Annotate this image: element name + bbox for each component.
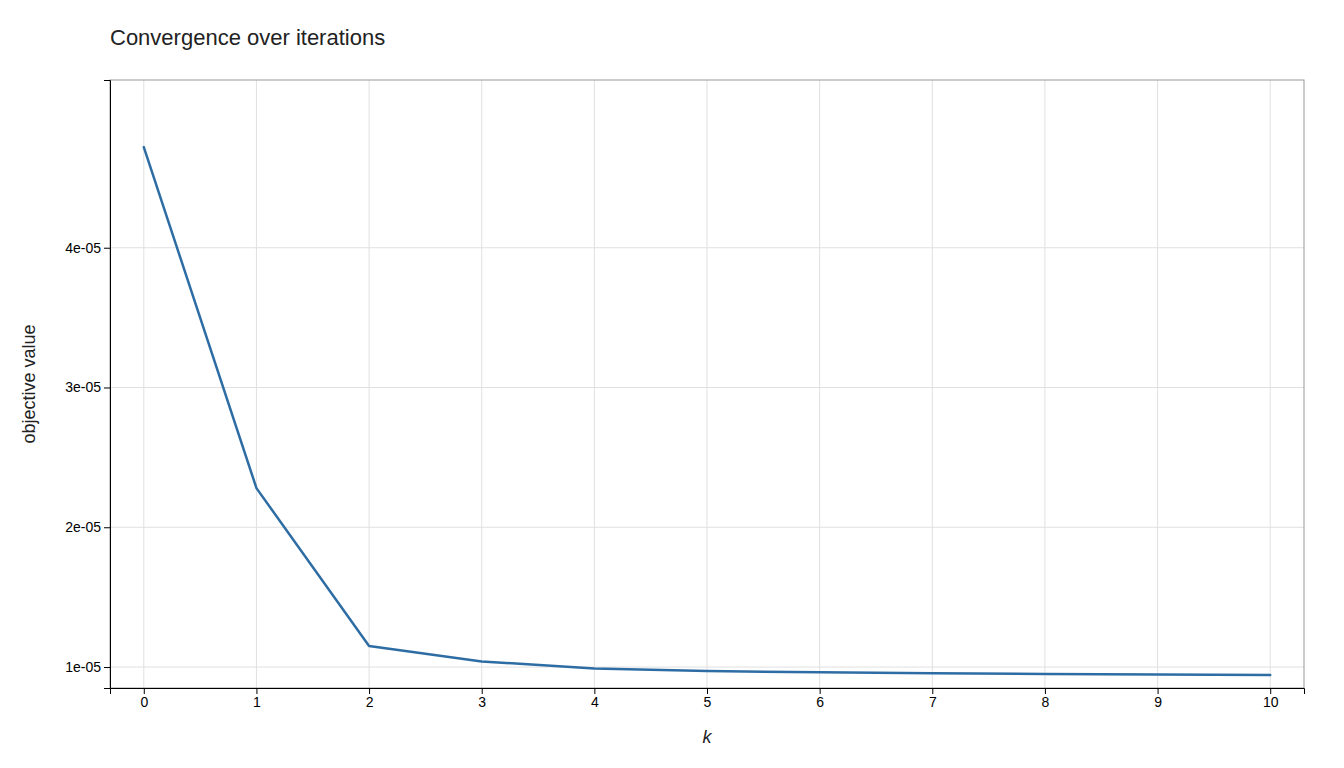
x-tick-label: 4 [591,694,599,710]
y-tick-mark [104,527,110,528]
grid-line-x [594,80,595,688]
x-tick-label: 2 [366,694,374,710]
x-axis: 0 1 2 3 4 5 6 7 8 9 10 [111,688,1305,710]
y-tick-mark [104,387,110,388]
y-axis-label: objective value [19,324,39,443]
grid-line-y [110,527,1304,528]
y-axis: 1e-05 2e-05 3e-05 4e-05 [65,81,110,689]
grid-line-x [707,80,708,688]
x-tick: 2 [366,688,374,710]
plot-frame [110,80,1304,688]
grid-line-x [1044,80,1045,688]
x-tick: 0 [140,688,148,710]
grid-line-x [143,80,144,688]
y-tick-mark [104,248,110,249]
x-tick: 1 [253,688,261,710]
x-tick: 10 [1263,688,1279,710]
x-tick: 9 [1154,688,1162,710]
x-tick-label: 7 [929,694,937,710]
grid [110,80,1304,688]
grid-line-y [110,387,1304,388]
y-tick: 2e-05 [65,519,110,535]
x-tick: 6 [816,688,824,710]
x-axis-label: k [703,727,713,747]
grid-line-x [256,80,257,688]
x-tick-label: 5 [704,694,712,710]
grid-line-y [110,667,1304,668]
y-tick: 1e-05 [65,659,110,675]
line [144,147,1270,675]
x-tick-label: 3 [478,694,486,710]
grid-line-x [819,80,820,688]
chart-title: Convergence over iterations [110,25,385,50]
x-tick-label: 10 [1263,694,1279,710]
y-tick: 3e-05 [65,379,110,395]
y-tick-label: 3e-05 [65,379,101,395]
grid-line-y [110,247,1304,248]
chart-svg: 0 1 2 3 4 5 6 7 8 9 10 1e-05 2e-05 3e-05 4e-05 k objecti… [0,0,1344,768]
y-tick-label: 4e-05 [65,240,101,256]
x-tick-label: 0 [140,694,148,710]
x-tick: 5 [704,688,712,710]
grid-line-x [1270,80,1271,688]
grid-line-x [1157,80,1158,688]
y-tick-mark [104,667,110,668]
x-tick: 7 [929,688,937,710]
x-tick-label: 8 [1042,694,1050,710]
grid-line-x [481,80,482,688]
plot-area: 0 1 2 3 4 5 6 7 8 9 10 1e-05 2e-05 3e-05 4e-05 [65,80,1304,710]
marks [144,147,1270,675]
y-tick-label: 2e-05 [65,519,101,535]
x-tick-label: 9 [1154,694,1162,710]
x-tick: 8 [1042,688,1050,710]
x-tick: 4 [591,688,599,710]
y-tick-label: 1e-05 [65,659,101,675]
y-axis-line [104,81,111,689]
y-tick: 4e-05 [65,240,110,256]
grid-line-x [932,80,933,688]
grid-line-x [369,80,370,688]
x-tick: 3 [478,688,486,710]
x-tick-label: 6 [816,694,824,710]
x-tick-label: 1 [253,694,261,710]
